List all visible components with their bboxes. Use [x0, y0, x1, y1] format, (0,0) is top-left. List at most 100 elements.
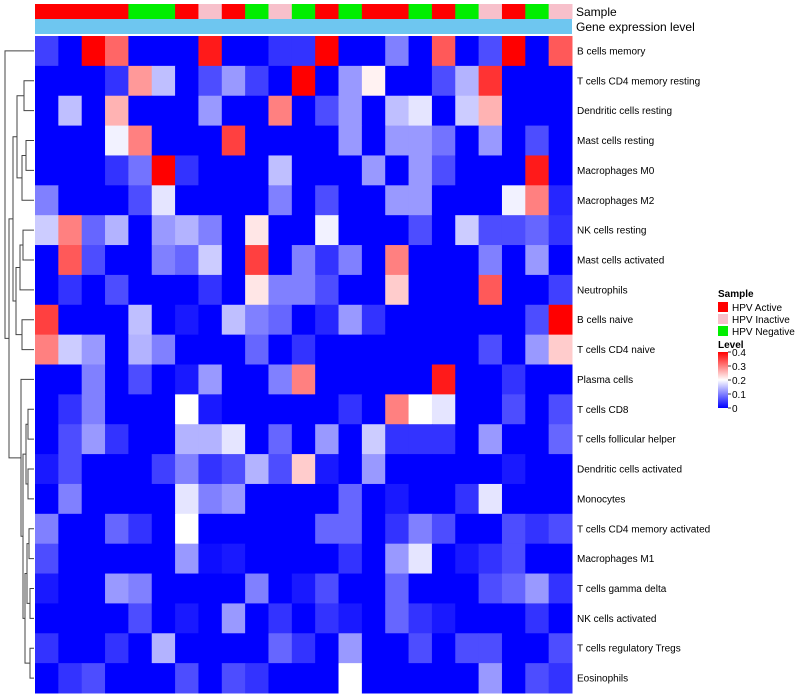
heatmap-cell: [105, 245, 129, 276]
heatmap-cell: [35, 364, 59, 395]
heatmap-cell: [338, 95, 363, 127]
sample-annotation-cell: [35, 4, 59, 19]
legend-item-label: HPV Active: [732, 303, 782, 314]
row-label: T cells CD8: [577, 405, 629, 416]
heatmap-cell: [268, 364, 293, 395]
heatmap-cell: [408, 454, 433, 485]
heatmap-cell: [175, 424, 199, 455]
heatmap-cell: [105, 274, 129, 306]
row-label: Macrophages M2: [577, 196, 655, 207]
heatmap-cell: [81, 36, 106, 67]
heatmap-cell: [128, 633, 153, 664]
heatmap-cell: [35, 36, 59, 67]
heatmap-cell: [385, 215, 410, 246]
heatmap-cell: [291, 424, 316, 455]
heatmap-cell: [315, 95, 340, 127]
heatmap-cell: [268, 483, 293, 515]
heatmap-cell: [245, 633, 269, 664]
heatmap-cell: [361, 334, 386, 365]
heatmap-cell: [58, 245, 83, 276]
heatmap-cell: [198, 95, 223, 127]
heatmap-cell: [198, 394, 223, 425]
heatmap-cell: [35, 245, 59, 276]
heatmap-cell: [431, 274, 456, 306]
row-label: NK cells activated: [577, 614, 656, 625]
heatmap-cell: [385, 65, 410, 97]
heatmap-cell: [291, 513, 316, 545]
heatmap-cell: [408, 603, 433, 634]
heatmap-cell: [548, 633, 573, 664]
heatmap-cell: [245, 95, 269, 127]
heatmap-cell: [198, 603, 223, 634]
dendrogram-branch: [8, 218, 21, 459]
heatmap-cell: [291, 125, 316, 156]
heatmap-cell: [478, 483, 503, 515]
heatmap-cell: [291, 364, 316, 395]
heatmap-cell: [501, 603, 526, 634]
heatmap-cell: [385, 185, 410, 216]
heatmap-cell: [525, 155, 550, 186]
heatmap-cell: [525, 304, 550, 336]
heatmap-cell: [385, 543, 410, 575]
heatmap-cell: [525, 454, 550, 485]
heatmap-cell: [361, 573, 386, 604]
heatmap-cell: [455, 483, 480, 515]
heatmap-cell: [151, 334, 176, 365]
heatmap-cell: [478, 65, 503, 97]
heatmap-cell: [291, 394, 316, 425]
heatmap-cell: [198, 155, 223, 186]
heatmap-cell: [338, 36, 363, 67]
legend-tick-label: 0: [732, 404, 738, 415]
heatmap-cell: [175, 454, 199, 485]
heatmap-cell: [548, 125, 573, 156]
heatmap-cell: [408, 274, 433, 306]
heatmap-cell: [81, 215, 106, 246]
heatmap-cell: [338, 215, 363, 246]
row-dendrogram: [4, 50, 34, 679]
heatmap-cell: [338, 245, 363, 276]
heatmap-cell: [35, 543, 59, 575]
heatmap-cell: [338, 483, 363, 515]
heatmap-cell: [105, 65, 129, 97]
heatmap-cell: [268, 603, 293, 634]
heatmap-cell: [245, 364, 269, 395]
heatmap-cell: [431, 334, 456, 365]
heatmap-cell: [268, 454, 293, 485]
heatmap-cell: [221, 394, 246, 425]
heatmap-cell: [525, 65, 550, 97]
heatmap-cell: [338, 274, 363, 306]
heatmap-cell: [548, 663, 573, 694]
sample-annotation-cell: [478, 4, 503, 19]
heatmap-cell: [35, 394, 59, 425]
heatmap-cell: [221, 603, 246, 634]
heatmap-cell: [128, 394, 153, 425]
heatmap-cell: [128, 513, 153, 545]
heatmap-cell: [361, 424, 386, 455]
heatmap-cell: [105, 424, 129, 455]
heatmap-cell: [221, 364, 246, 395]
heatmap-cell: [315, 334, 340, 365]
heatmap-cell: [361, 245, 386, 276]
heatmap-cell: [221, 573, 246, 604]
heatmap-cell: [105, 364, 129, 395]
heatmap-cell: [198, 454, 223, 485]
heatmap-cell: [151, 36, 176, 67]
heatmap-cell: [501, 125, 526, 156]
heatmap-cell: [315, 633, 340, 664]
heatmap-cell: [455, 215, 480, 246]
heatmap-cell: [525, 125, 550, 156]
sample-annotation-cell: [58, 4, 83, 19]
heatmap-cell: [35, 65, 59, 97]
heatmap-cell: [105, 543, 129, 575]
heatmap-cell: [128, 364, 153, 395]
heatmap-cell: [81, 125, 106, 156]
heatmap-cell: [525, 185, 550, 216]
heatmap-cell: [361, 364, 386, 395]
heatmap-cell: [221, 454, 246, 485]
dendrogram-branch: [29, 647, 34, 679]
sample-annotation-cell: [81, 4, 106, 19]
heatmap-cell: [81, 543, 106, 575]
heatmap-cell: [35, 125, 59, 156]
heatmap-cell: [268, 543, 293, 575]
